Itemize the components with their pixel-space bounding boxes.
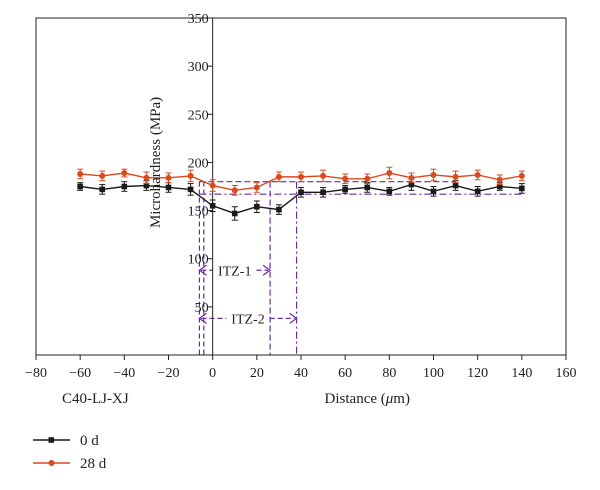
x-tick-label: 100 <box>423 366 444 381</box>
x-tick-label: −80 <box>25 366 47 381</box>
legend-swatch-marker <box>48 437 55 443</box>
data-point <box>386 188 393 195</box>
x-tick-label: 120 <box>467 366 488 381</box>
data-point <box>143 174 150 181</box>
plot-frame <box>35 17 567 356</box>
itz-annotations: ITZ-1 ITZ-2 <box>198 181 522 355</box>
legend-swatch-marker <box>48 460 55 466</box>
data-point <box>320 172 327 179</box>
data-point <box>452 182 459 189</box>
sample-label: C40-LJ-XJ <box>62 391 129 407</box>
data-point <box>121 183 128 190</box>
x-axis-label-suffix: m) <box>393 391 410 407</box>
data-point <box>496 183 503 190</box>
x-tick-label: 40 <box>294 366 308 381</box>
data-point <box>276 206 282 213</box>
data-point <box>320 189 326 196</box>
axes <box>35 17 567 356</box>
data-point <box>209 182 216 189</box>
data-point <box>275 173 282 180</box>
data-point <box>99 186 106 193</box>
data-point <box>386 170 393 177</box>
itz-1-arrow: ITZ-1 <box>198 264 272 279</box>
arrow-head-right <box>289 312 298 324</box>
arrow-head-left <box>198 264 207 276</box>
data-point <box>298 173 304 180</box>
itz-2-arrow-label: ITZ-2 <box>231 312 264 327</box>
series-1 <box>77 178 525 221</box>
y-tick-label: 100 <box>188 253 209 268</box>
data-point <box>231 210 238 217</box>
x-tick-label: 80 <box>382 366 396 381</box>
legend-item-1: 0 d <box>33 433 99 449</box>
data-point <box>298 189 304 196</box>
x-tick-label: 0 <box>209 366 216 381</box>
legend: 0 d 28 d <box>33 433 107 472</box>
x-axis-ticks: −80 −60 −40 −20 0 20 40 60 80 100 120 140 160 <box>25 355 577 381</box>
legend-item-2: 28 d <box>33 456 107 472</box>
x-axis-label-prefix: Distance ( <box>325 391 386 407</box>
data-point <box>408 181 415 188</box>
data-point <box>165 184 172 191</box>
x-tick-label: −60 <box>69 366 91 381</box>
data-point <box>77 183 83 190</box>
y-tick-label: 350 <box>188 12 209 27</box>
y-axis-label: Microhardness (MPa) <box>148 97 164 228</box>
data-point <box>452 173 459 180</box>
y-tick-label: 250 <box>188 108 209 123</box>
data-point <box>165 174 172 181</box>
data-point <box>518 172 525 179</box>
series-2 <box>77 166 525 196</box>
data-point <box>430 171 437 178</box>
data-point <box>408 174 415 181</box>
y-tick-label: 200 <box>188 156 209 171</box>
data-point <box>430 188 437 195</box>
data-point <box>519 185 525 192</box>
data-point <box>77 170 84 177</box>
data-point <box>143 182 150 189</box>
y-tick-label: 300 <box>188 60 209 75</box>
data-point <box>342 175 349 182</box>
x-tick-label: 20 <box>250 366 264 381</box>
data-point <box>496 176 503 183</box>
x-tick-label: −40 <box>113 366 135 381</box>
data-point <box>342 186 348 193</box>
data-point <box>253 184 260 191</box>
data-point <box>121 170 128 177</box>
arrow-head-right <box>262 264 272 276</box>
data-point <box>474 171 481 178</box>
data-point <box>364 184 371 191</box>
data-point <box>187 186 194 193</box>
data-point <box>254 203 260 210</box>
data-point <box>364 175 371 182</box>
x-tick-label: 160 <box>556 366 577 381</box>
data-point <box>187 172 194 179</box>
data-point <box>231 187 238 194</box>
legend-label: 0 d <box>80 433 99 449</box>
y-tick-label: 150 <box>188 205 209 220</box>
x-axis-label-unit: μ <box>385 391 394 407</box>
series <box>77 166 525 221</box>
data-point <box>99 172 106 179</box>
arrow-head-left <box>198 312 207 324</box>
legend-label: 28 d <box>80 456 107 472</box>
y-tick-label: 50 <box>195 301 209 316</box>
x-tick-label: −20 <box>158 366 180 381</box>
itz-1-arrow-label: ITZ-1 <box>218 264 251 279</box>
data-point <box>474 188 481 195</box>
x-tick-label: 60 <box>338 366 352 381</box>
y-axis-ticks: 50 100 150 200 250 300 350 <box>188 12 213 316</box>
itz-2-arrow: ITZ-2 <box>198 312 298 327</box>
x-axis-label: Distance (μm) <box>325 391 410 407</box>
data-point <box>209 202 216 209</box>
x-tick-label: 140 <box>511 366 532 381</box>
